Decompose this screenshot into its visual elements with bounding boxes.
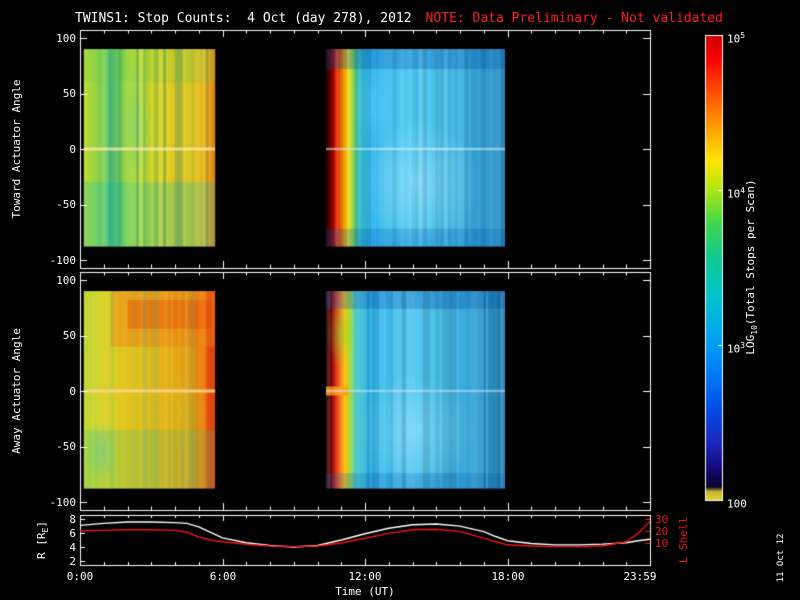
- r-tick-label: 8: [69, 513, 76, 526]
- plot-title: TWINS1: Stop Counts: 4 Oct (day 278), 20…: [75, 11, 412, 26]
- y-tick-label: -50: [56, 440, 76, 453]
- y-tick-label: 100: [56, 32, 76, 45]
- l-shell-tick-label: 30: [655, 513, 669, 526]
- y-tick-label: -50: [56, 198, 76, 211]
- y-tick-label: -100: [49, 496, 77, 509]
- x-tick-label: 12:00: [348, 570, 382, 583]
- l-shell-tick-label: 20: [655, 525, 669, 538]
- y-tick-label: -100: [49, 254, 77, 267]
- preliminary-note: NOTE: Data Preliminary - Not validated: [425, 11, 723, 26]
- y-tick-label: 0: [69, 143, 76, 156]
- y-tick-label: 100: [56, 274, 76, 287]
- colorbar-tick-label: 105: [727, 31, 746, 46]
- r-tick-label: 6: [69, 527, 76, 540]
- y-tick-label: 50: [62, 87, 76, 100]
- toward-axis-title: Toward Actuator Angle: [10, 79, 23, 219]
- r-tick-label: 4: [69, 541, 76, 554]
- r-axis-title: R [RE]: [34, 521, 51, 559]
- l-shell-axis-title: L Shell: [677, 516, 690, 564]
- x-axis-title: Time (UT): [335, 585, 395, 598]
- x-tick-label: 0:00: [66, 570, 94, 583]
- x-tick-label: 23:59: [623, 570, 657, 583]
- colorbar-tick-label: 103: [727, 341, 746, 356]
- l-shell-tick-label: 10: [655, 537, 669, 550]
- date-stamp: 11 Oct 12: [776, 533, 786, 583]
- colorbar-tick-label: 104: [727, 186, 746, 201]
- r-tick-label: 2: [69, 555, 76, 568]
- y-tick-label: 0: [69, 385, 76, 398]
- title-row: TWINS1: Stop Counts: 4 Oct (day 278), 20…: [75, 7, 723, 26]
- colorbar-axis-title: LOG10(Total Stops per Scan): [743, 179, 760, 355]
- colorbar-tick-label: 100: [727, 497, 747, 511]
- x-tick-label: 6:00: [209, 570, 237, 583]
- y-tick-label: 50: [62, 329, 76, 342]
- x-tick-label: 18:00: [491, 570, 525, 583]
- away-axis-title: Away Actuator Angle: [10, 328, 23, 454]
